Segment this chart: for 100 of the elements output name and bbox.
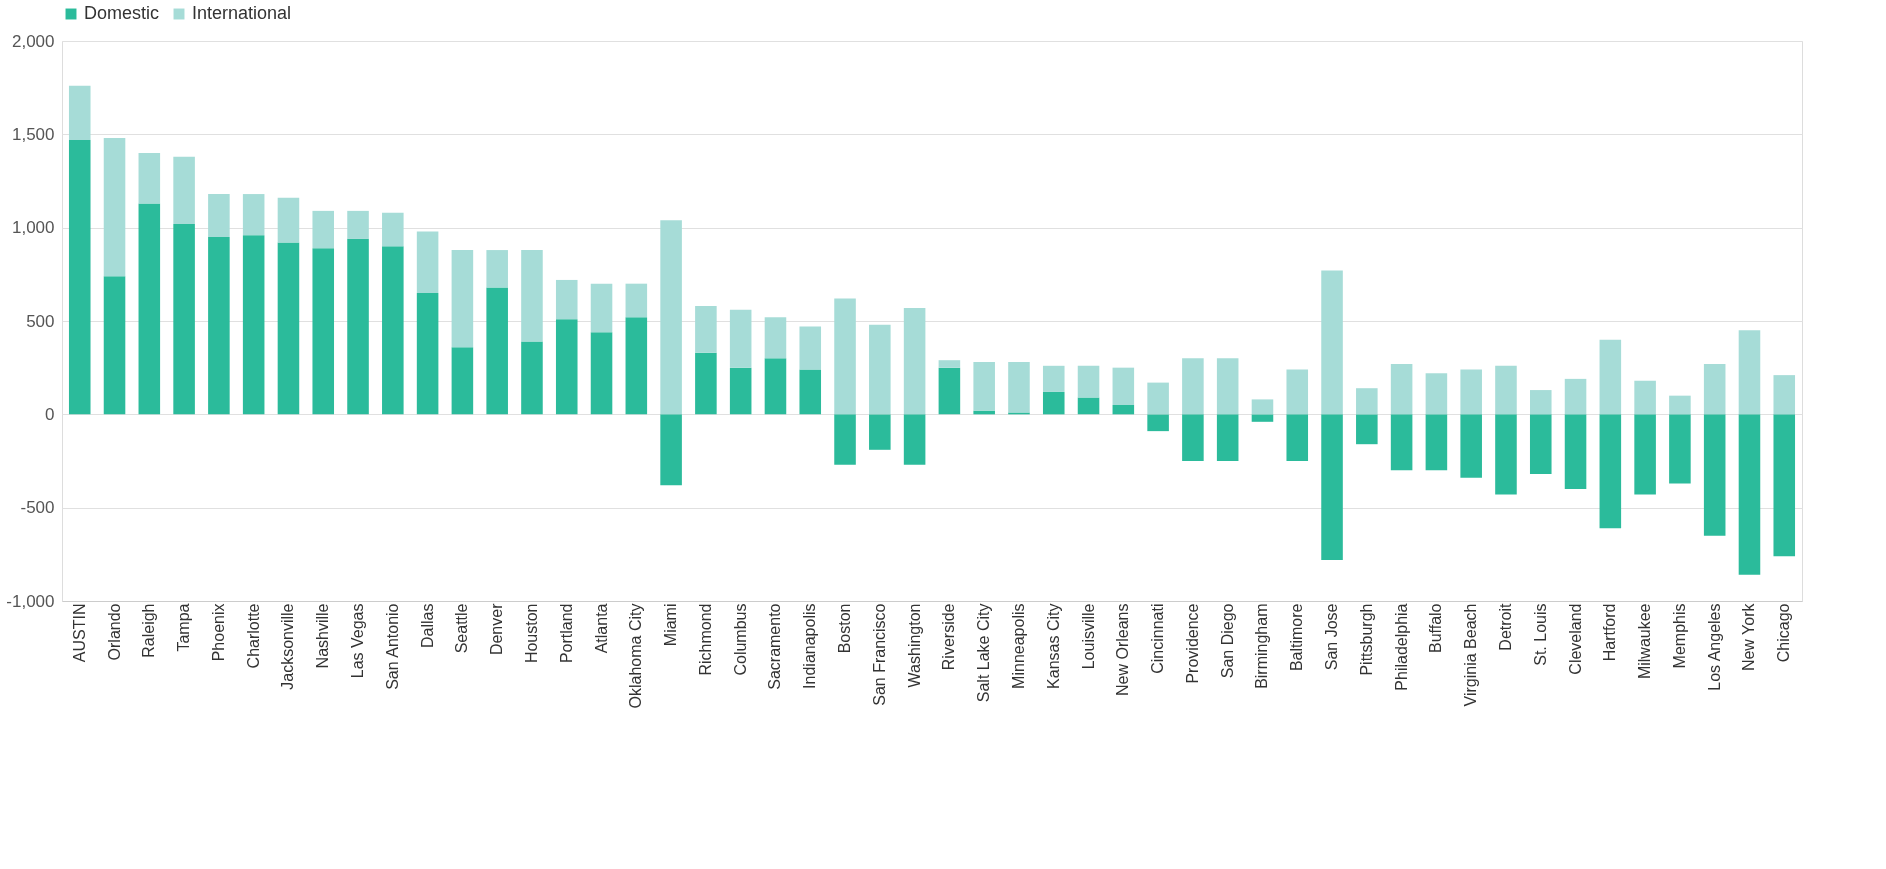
- bar: [242, 235, 265, 415]
- bar: [1182, 358, 1204, 415]
- bar: [695, 306, 717, 353]
- bar: [625, 317, 648, 415]
- x-tick-label: Minneapolis: [1009, 603, 1027, 689]
- x-tick-label: Hartford: [1601, 603, 1619, 662]
- bar: [1321, 270, 1343, 415]
- bar: [173, 156, 195, 224]
- x-tick-label: Pittsburgh: [1357, 603, 1375, 676]
- bar: [1286, 369, 1309, 415]
- bar: [451, 347, 474, 415]
- bar: [1390, 363, 1413, 415]
- x-tick-label: Louisville: [1079, 603, 1097, 670]
- x-tick-label: Denver: [488, 602, 506, 656]
- bar: [347, 238, 369, 415]
- x-tick-label: Columbus: [731, 603, 749, 676]
- x-tick-label: Richmond: [696, 603, 714, 676]
- bar: [312, 210, 335, 249]
- bar: [834, 414, 856, 465]
- bar: [903, 414, 926, 465]
- bar: [695, 352, 717, 415]
- bar: [1564, 414, 1587, 489]
- bar: [1321, 414, 1343, 560]
- bar: [1147, 414, 1169, 432]
- bar: [1634, 414, 1656, 495]
- bar: [1738, 330, 1761, 415]
- x-tick-label: San Francisco: [870, 603, 888, 706]
- x-tick-label: Miami: [662, 603, 680, 647]
- x-tick-label: Raleigh: [140, 603, 158, 658]
- bar: [1216, 414, 1239, 461]
- bar: [68, 85, 91, 140]
- bar: [1112, 367, 1135, 405]
- bar: [1042, 391, 1065, 415]
- bar: [1112, 405, 1135, 415]
- x-tick-label: Orlando: [105, 603, 123, 661]
- bar: [1216, 358, 1239, 415]
- y-tick-label: 0: [45, 404, 55, 424]
- bar: [660, 220, 682, 415]
- x-tick-label: Memphis: [1670, 603, 1688, 669]
- x-tick-label: New Orleans: [1114, 603, 1132, 696]
- bar: [1495, 365, 1517, 415]
- bar: [938, 367, 961, 415]
- bar: [1634, 380, 1656, 415]
- y-tick-label: 2,000: [11, 31, 55, 51]
- bar: [973, 362, 995, 411]
- bar: [590, 283, 613, 333]
- legend-label: International: [192, 3, 292, 23]
- x-tick-label: AUSTIN: [70, 603, 88, 663]
- bar: [903, 307, 926, 415]
- x-tick-label: Nashville: [314, 603, 332, 669]
- x-tick-label: San Jose: [1323, 603, 1341, 671]
- bar: [242, 194, 265, 236]
- bar: [764, 358, 787, 415]
- bar: [1773, 414, 1796, 557]
- bar: [1773, 375, 1796, 415]
- bar: [277, 197, 300, 243]
- y-tick-label: -1,000: [6, 591, 55, 611]
- bar: [1077, 365, 1100, 398]
- x-tick-label: Virginia Beach: [1462, 603, 1480, 707]
- bar: [938, 360, 961, 368]
- bar: [834, 298, 856, 415]
- bar: [1564, 378, 1587, 415]
- x-tick-label: Boston: [836, 603, 854, 654]
- bar: [764, 317, 787, 359]
- x-tick-label: Kansas City: [1044, 603, 1062, 689]
- bar: [382, 246, 404, 415]
- bar: [555, 279, 578, 320]
- x-tick-label: Phoenix: [209, 603, 227, 662]
- bar: [1703, 363, 1726, 415]
- bar: [729, 309, 752, 368]
- bar: [1251, 399, 1274, 415]
- bar: [590, 332, 613, 415]
- bar: [451, 250, 474, 348]
- bar: [1042, 365, 1065, 392]
- x-tick-label: Buffalo: [1427, 603, 1445, 654]
- bar: [660, 414, 682, 486]
- x-tick-label: Portland: [557, 603, 575, 664]
- x-tick-label: New York: [1740, 602, 1758, 672]
- bar: [1703, 414, 1726, 536]
- x-tick-label: Cleveland: [1566, 603, 1584, 675]
- bar: [1147, 382, 1169, 415]
- bar: [103, 138, 126, 277]
- bar: [799, 369, 822, 415]
- x-tick-label: St. Louis: [1531, 603, 1549, 666]
- bar: [208, 237, 230, 415]
- y-tick-label: 500: [26, 311, 55, 331]
- bar: [1529, 414, 1552, 475]
- bar: [1669, 414, 1691, 484]
- bar: [1425, 414, 1448, 471]
- bar: [416, 231, 439, 293]
- x-tick-label: Riverside: [940, 603, 958, 671]
- x-tick-label: Cincinnati: [1149, 603, 1167, 674]
- x-tick-label: Milwaukee: [1636, 603, 1654, 680]
- x-tick-label: Oklahoma City: [627, 603, 645, 709]
- x-tick-label: Atlanta: [592, 603, 610, 654]
- x-tick-label: Birmingham: [1253, 603, 1271, 689]
- x-tick-label: Washington: [905, 603, 923, 688]
- x-tick-label: Indianapolis: [801, 603, 819, 689]
- x-tick-label: Los Angeles: [1705, 603, 1723, 691]
- bar: [729, 367, 752, 415]
